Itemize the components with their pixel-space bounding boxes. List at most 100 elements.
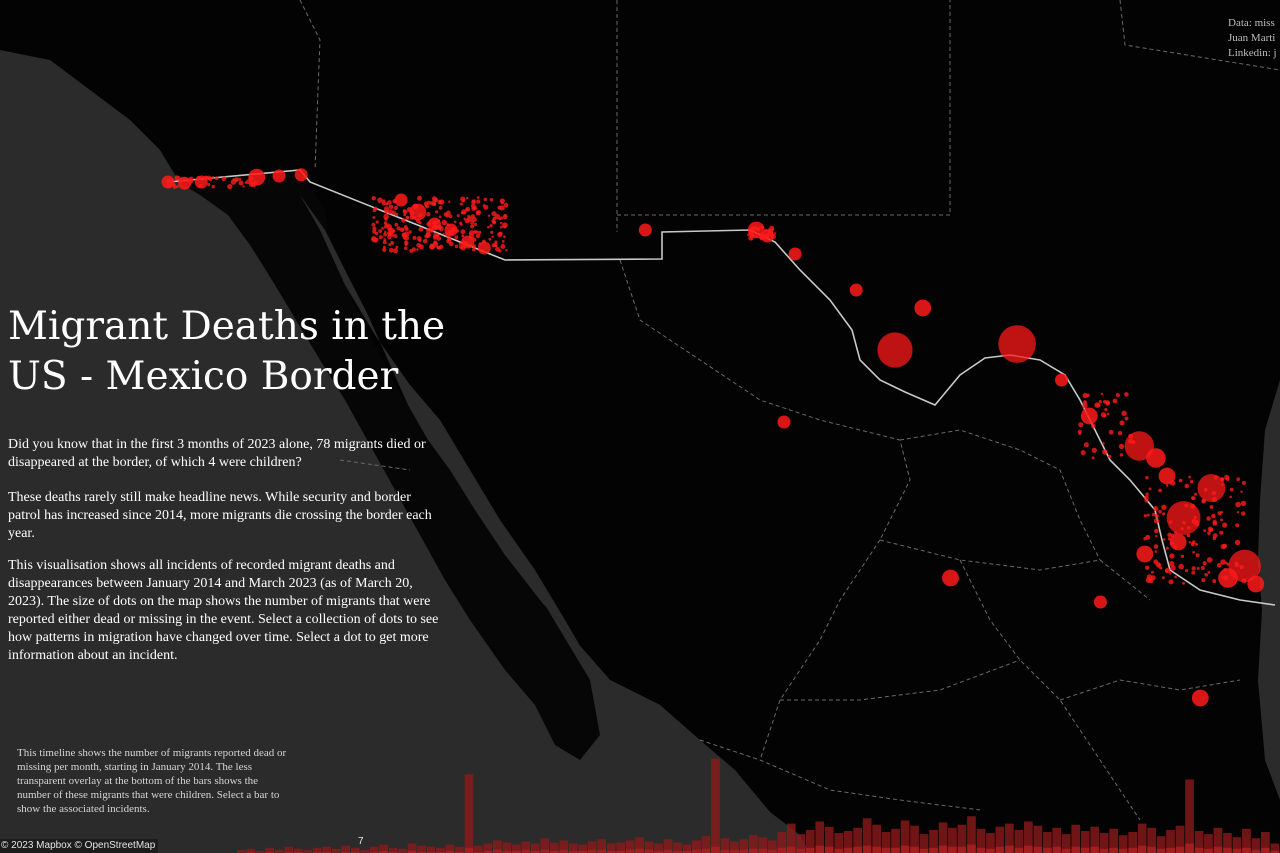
incident-dot-small[interactable] [1184,483,1190,489]
incident-dot-small[interactable] [403,231,410,237]
timeline-bar[interactable] [265,847,275,853]
incident-dot-small[interactable] [1240,490,1243,493]
timeline-bar[interactable] [587,841,597,853]
incident-dot-small[interactable] [1078,422,1084,428]
incident-dot-small[interactable] [188,176,194,182]
incident-dot-small[interactable] [1220,543,1227,550]
timeline-child-bar[interactable] [502,850,512,853]
incident-dot-small[interactable] [1206,516,1211,521]
timeline-bar[interactable] [730,841,739,853]
timeline-child-bar[interactable] [635,848,644,853]
incident-dot-small[interactable] [433,240,437,245]
incident-dot-small[interactable] [388,247,394,253]
incident-dot-small[interactable] [1207,526,1213,532]
incident-dot-small[interactable] [465,206,471,212]
timeline-child-bar[interactable] [549,850,559,853]
incident-dot-small[interactable] [1091,423,1096,429]
incident-dot-small[interactable] [418,221,422,225]
incident-dot-small[interactable] [1119,453,1124,457]
incident-dot-small[interactable] [1145,475,1149,480]
incident-dot-small[interactable] [1164,567,1171,574]
incident-dot-small[interactable] [404,246,408,250]
incident-dot-small[interactable] [378,229,383,234]
incident-dot-small[interactable] [391,229,395,234]
incident-dot-small[interactable] [1236,511,1240,514]
incident-dot-small[interactable] [425,204,429,209]
incident-dot-small[interactable] [462,199,465,203]
incident-dot-small[interactable] [458,242,462,246]
incident-dot-small[interactable] [1162,512,1166,516]
incident-dot-small[interactable] [1096,403,1101,408]
timeline-bar[interactable] [559,840,569,853]
timeline-bar[interactable] [1099,833,1109,853]
incident-dot-small[interactable] [462,241,468,247]
timeline-bar[interactable] [843,831,853,853]
incident-dot-small[interactable] [394,222,399,227]
timeline-child-bar[interactable] [568,850,578,853]
timeline-child-bar[interactable] [768,849,777,853]
timeline-bar[interactable] [237,849,246,853]
incident-dot-small[interactable] [382,245,386,249]
timeline-child-bar[interactable] [777,847,787,853]
incident-dot-small[interactable] [1195,542,1199,546]
incident-dot-small[interactable] [460,245,466,251]
incident-dot-small[interactable] [172,183,176,187]
timeline-bar[interactable] [891,828,900,853]
incident-dot-small[interactable] [1180,527,1184,531]
incident-dot-small[interactable] [433,202,437,206]
incident-dot-small[interactable] [426,227,431,233]
incident-dot-small[interactable] [1146,574,1153,580]
incident-dot-small[interactable] [1239,565,1244,570]
incident-dot-small[interactable] [232,178,236,182]
incident-dot-small[interactable] [483,197,488,202]
incident-dot-small[interactable] [1182,581,1186,585]
incident-dot-small[interactable] [491,235,494,238]
timeline-bar[interactable] [1090,826,1100,853]
incident-dot[interactable] [877,332,913,368]
incident-dot-small[interactable] [503,214,507,217]
timeline-child-bar[interactable] [1109,847,1118,853]
timeline-bar[interactable] [682,844,692,853]
incident-dot-small[interactable] [1077,429,1082,434]
timeline-bar[interactable] [758,837,768,853]
incident-dot-small[interactable] [448,200,451,203]
timeline-child-bar[interactable] [891,847,900,853]
incident-dot-small[interactable] [1161,576,1165,580]
incident-dot-small[interactable] [401,218,406,223]
incident-dot-small[interactable] [1219,530,1224,535]
incident-dot-small[interactable] [1241,578,1247,584]
timeline-bar[interactable] [1156,836,1166,853]
incident-dot-small[interactable] [375,237,379,242]
timeline-bar[interactable] [322,846,331,853]
incident-dot-small[interactable] [1221,576,1224,579]
timeline-child-bar[interactable] [1251,849,1261,853]
incident-dot-small[interactable] [1204,573,1208,577]
incident-dot-small[interactable] [1206,557,1213,563]
incident-dot[interactable] [998,325,1036,363]
incident-dot-small[interactable] [385,202,389,206]
incident-dot-small[interactable] [371,196,376,201]
incident-dot-small[interactable] [751,233,755,237]
incident-dot-small[interactable] [1118,443,1125,450]
incident-dot-small[interactable] [491,219,496,224]
incident-dot-small[interactable] [1082,403,1088,409]
incident-dot-small[interactable] [166,178,172,184]
timeline-child-bar[interactable] [540,849,550,853]
incident-dot-small[interactable] [1191,566,1196,571]
incident-dot-small[interactable] [426,221,432,227]
incident-dot-small[interactable] [393,234,398,239]
incident-dot-small[interactable] [383,232,387,237]
incident-dot-small[interactable] [759,233,765,240]
incident-dot-small[interactable] [1182,520,1186,525]
timeline-child-bar[interactable] [730,849,739,853]
incident-dot-small[interactable] [439,199,445,205]
incident-dot-small[interactable] [1082,392,1088,399]
incident-dot-small[interactable] [755,235,758,238]
incident-dot-small[interactable] [1150,570,1154,574]
incident-dot-small[interactable] [747,233,750,237]
incident-dot-small[interactable] [207,183,211,187]
incident-dot-small[interactable] [1128,433,1134,439]
incident-dot[interactable] [1124,431,1155,461]
incident-dot-small[interactable] [1154,513,1159,518]
incident-dot-small[interactable] [1167,537,1172,541]
